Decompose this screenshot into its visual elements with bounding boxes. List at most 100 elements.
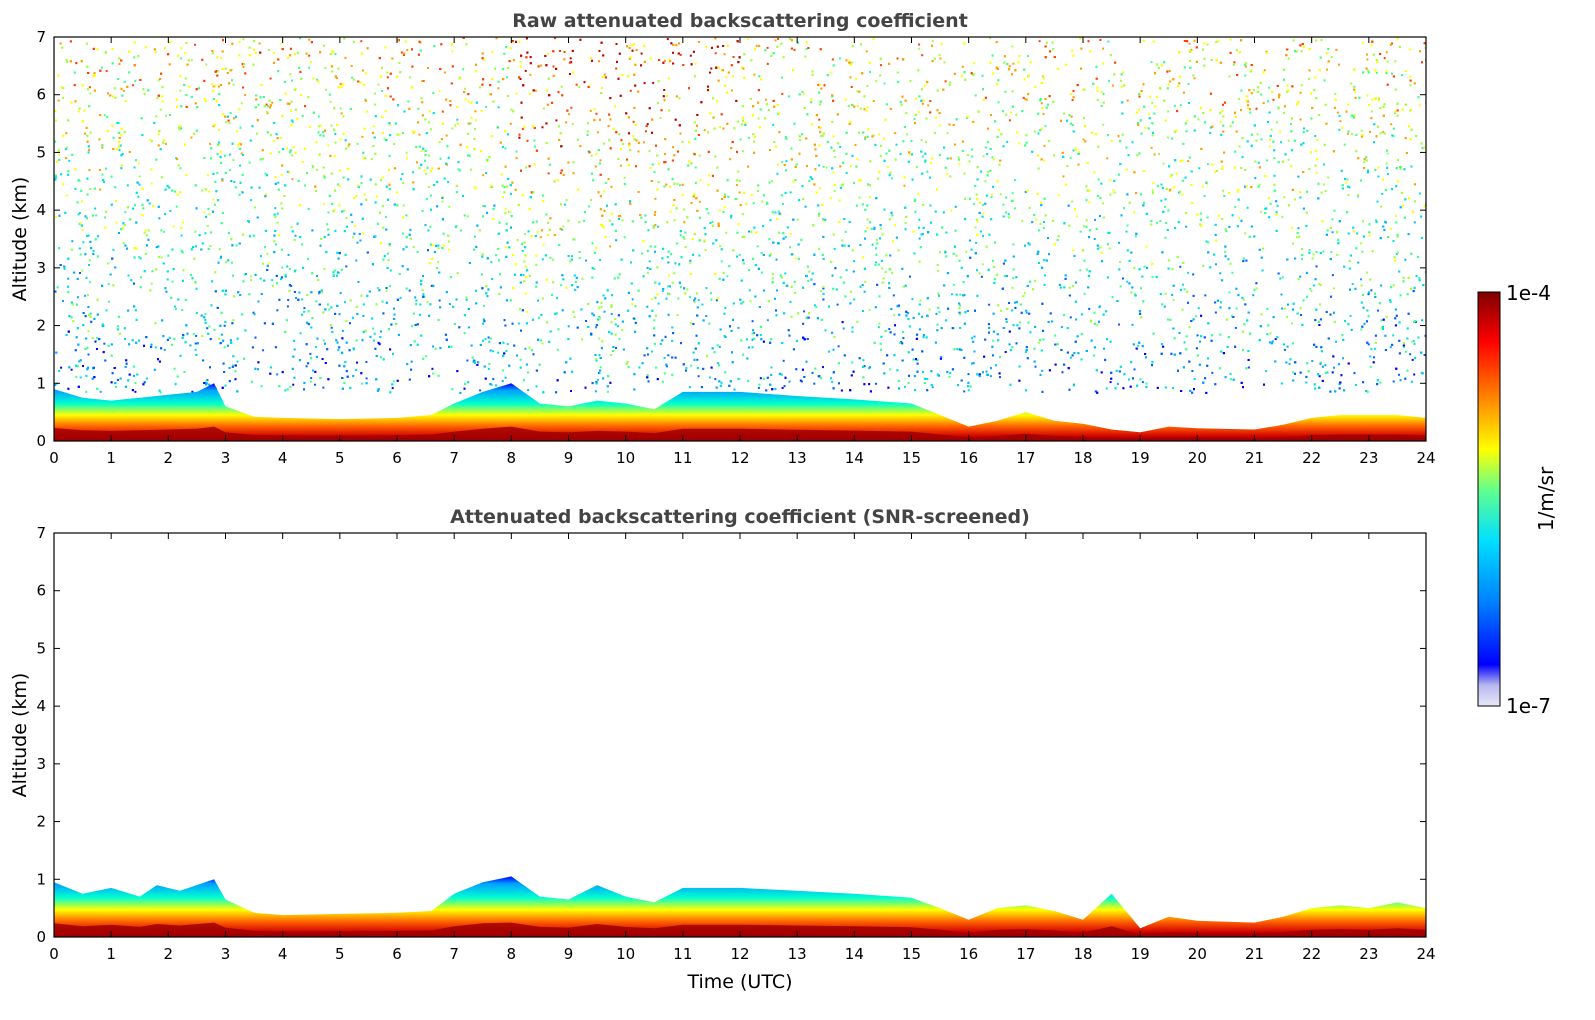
noise-pixel <box>1324 190 1327 192</box>
noise-pixel <box>1025 311 1028 314</box>
noise-pixel <box>967 389 970 392</box>
noise-pixel <box>103 114 106 117</box>
noise-pixel <box>279 137 282 139</box>
noise-pixel <box>1375 219 1377 222</box>
noise-pixel <box>257 103 260 106</box>
noise-pixel <box>339 292 342 295</box>
noise-pixel <box>171 280 174 283</box>
noise-pixel <box>88 86 91 89</box>
noise-pixel <box>207 174 210 177</box>
noise-pixel <box>756 245 759 248</box>
noise-pixel <box>87 234 90 237</box>
noise-pixel <box>761 200 764 203</box>
noise-pixel <box>1072 149 1075 152</box>
noise-pixel <box>1034 85 1037 88</box>
noise-pixel <box>1057 194 1060 197</box>
noise-pixel <box>588 84 591 87</box>
noise-pixel <box>1303 127 1305 130</box>
noise-pixel <box>1164 205 1166 208</box>
noise-pixel <box>965 250 968 253</box>
noise-pixel <box>694 62 697 65</box>
noise-pixel <box>646 123 649 126</box>
noise-pixel <box>1338 128 1341 131</box>
noise-pixel <box>1265 50 1268 53</box>
noise-pixel <box>356 241 359 244</box>
noise-pixel <box>992 339 995 342</box>
noise-pixel <box>1171 293 1174 296</box>
noise-pixel <box>1391 42 1393 45</box>
noise-pixel <box>931 40 934 42</box>
noise-pixel <box>1365 390 1368 392</box>
noise-pixel <box>1108 247 1111 250</box>
noise-pixel <box>1311 360 1314 362</box>
noise-pixel <box>618 338 621 341</box>
noise-pixel <box>743 235 746 238</box>
noise-pixel <box>1367 169 1369 172</box>
noise-pixel <box>921 54 924 57</box>
noise-pixel <box>888 328 891 330</box>
noise-pixel <box>315 190 318 192</box>
noise-pixel <box>1187 271 1190 274</box>
noise-pixel <box>1273 174 1276 177</box>
noise-pixel <box>437 247 440 250</box>
noise-pixel <box>559 172 562 175</box>
noise-pixel <box>407 100 410 103</box>
noise-pixel <box>1196 334 1199 337</box>
noise-pixel <box>190 59 193 62</box>
noise-pixel <box>253 313 256 316</box>
noise-pixel <box>1102 92 1105 95</box>
noise-pixel <box>122 89 125 92</box>
noise-pixel <box>1169 80 1172 83</box>
noise-pixel <box>311 165 314 168</box>
noise-pixel <box>252 311 255 314</box>
noise-pixel <box>58 370 61 372</box>
noise-pixel <box>101 146 104 149</box>
noise-pixel <box>864 138 867 141</box>
noise-pixel <box>878 133 881 136</box>
noise-pixel <box>67 277 70 280</box>
noise-pixel <box>945 172 948 175</box>
noise-pixel <box>157 245 160 248</box>
noise-pixel <box>1392 380 1395 383</box>
noise-pixel <box>759 334 762 336</box>
noise-pixel <box>599 258 602 261</box>
noise-pixel <box>654 197 657 200</box>
noise-pixel <box>889 368 892 371</box>
noise-pixel <box>1221 165 1224 168</box>
noise-pixel <box>1375 71 1378 74</box>
noise-pixel <box>991 156 994 159</box>
noise-pixel <box>1042 227 1045 230</box>
noise-pixel <box>817 126 820 129</box>
noise-pixel <box>418 133 421 136</box>
noise-pixel <box>473 186 476 189</box>
noise-pixel <box>549 256 552 259</box>
noise-pixel <box>1369 130 1371 133</box>
noise-pixel <box>999 193 1002 196</box>
noise-pixel <box>1275 211 1278 214</box>
noise-pixel <box>385 289 388 292</box>
noise-pixel <box>931 386 934 389</box>
noise-pixel <box>831 58 834 61</box>
noise-pixel <box>445 134 448 137</box>
noise-pixel <box>796 218 799 221</box>
noise-pixel <box>1234 326 1237 329</box>
noise-pixel <box>1389 300 1392 303</box>
noise-pixel <box>1370 348 1373 351</box>
noise-pixel <box>228 153 231 156</box>
noise-pixel <box>1331 371 1334 374</box>
noise-pixel <box>598 337 601 340</box>
noise-pixel <box>683 208 686 211</box>
noise-pixel <box>1300 84 1303 87</box>
noise-pixel <box>875 80 878 83</box>
noise-pixel <box>1300 314 1302 316</box>
noise-pixel <box>782 359 785 362</box>
noise-pixel <box>1379 205 1382 208</box>
noise-pixel <box>1377 99 1380 102</box>
noise-pixel <box>1004 90 1007 93</box>
noise-pixel <box>689 262 692 265</box>
noise-pixel <box>209 142 212 145</box>
noise-pixel <box>362 314 365 317</box>
noise-pixel <box>362 303 365 306</box>
noise-pixel <box>807 316 810 319</box>
noise-pixel <box>344 301 346 304</box>
